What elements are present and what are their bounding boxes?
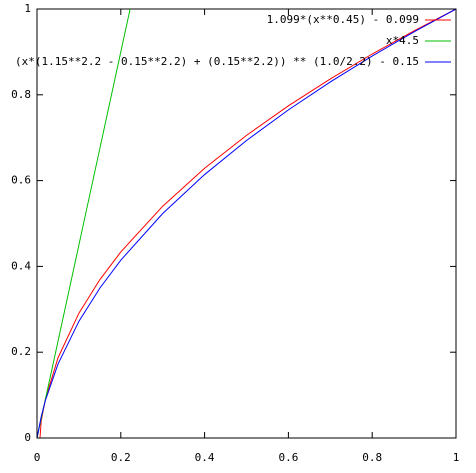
plot-frame [36, 8, 457, 439]
y-tick-label: 0.8 [11, 88, 31, 101]
legend-label: 1.099*(x**0.45) - 0.099 [267, 13, 419, 26]
x-tick-label: 0.8 [362, 451, 382, 464]
x-tick-label: 0.6 [278, 451, 298, 464]
series-line [37, 9, 131, 438]
x-tick-label: 1 [453, 451, 460, 464]
y-tick-label: 0.2 [11, 345, 31, 358]
legend-label: (x*(1.15**2.2 - 0.15**2.2) + (0.15**2.2)… [15, 55, 419, 68]
legend-label: x*4.5 [386, 34, 419, 47]
y-tick-label: 0.6 [11, 174, 31, 187]
series-line [39, 9, 456, 438]
x-tick-label: 0 [34, 451, 41, 464]
y-tick-label: 0 [24, 431, 31, 444]
x-tick-label: 0.4 [195, 451, 215, 464]
x-tick-label: 0.2 [111, 451, 131, 464]
y-tick-label: 0.4 [11, 259, 31, 272]
plot-area [37, 9, 456, 438]
y-tick-label: 1 [24, 2, 31, 15]
series-line [37, 9, 456, 438]
